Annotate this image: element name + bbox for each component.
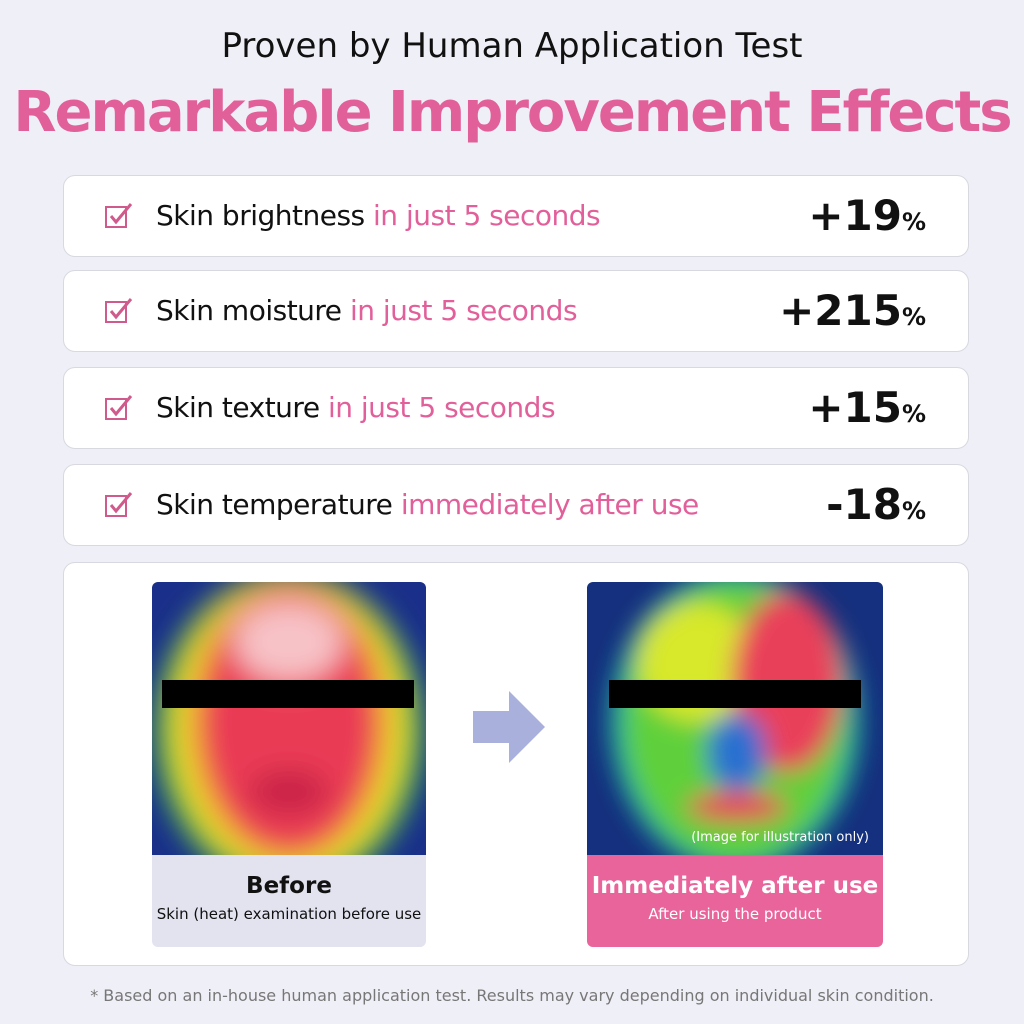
item-label: Skin texture: [156, 391, 320, 424]
item-detail: immediately after use: [400, 488, 699, 521]
after-card: (Image for illustration only) Immediatel…: [587, 582, 883, 947]
item-value: +15%: [808, 368, 926, 454]
item-text: Skin texture in just 5 seconds: [156, 368, 556, 448]
before-title: Before: [246, 873, 332, 899]
item-detail: in just 5 seconds: [349, 294, 578, 327]
value-number: -18: [826, 480, 902, 529]
footnote: * Based on an in-house human application…: [90, 986, 934, 1005]
item-row: Skin brightness in just 5 seconds +19%: [63, 175, 969, 257]
value-unit: %: [901, 400, 926, 428]
value-unit: %: [901, 497, 926, 525]
comparison-panel: Before Skin (heat) examination before us…: [63, 562, 969, 966]
value-number: +15: [808, 383, 902, 432]
item-value: +19%: [808, 176, 926, 262]
thermal-image: [152, 582, 426, 892]
after-caption: After using the product: [648, 905, 822, 923]
item-text: Skin brightness in just 5 seconds: [156, 176, 601, 256]
check-icon: [105, 492, 133, 517]
value-unit: %: [901, 303, 926, 331]
item-detail: in just 5 seconds: [373, 199, 601, 232]
item-row: Skin temperature immediately after use -1…: [63, 464, 969, 546]
check-icon: [105, 203, 133, 228]
before-label: Before Skin (heat) examination before us…: [152, 855, 426, 947]
value-unit: %: [901, 208, 926, 236]
value-number: +215: [779, 286, 902, 335]
value-number: +19: [808, 191, 902, 240]
item-text: Skin temperature immediately after use: [156, 465, 699, 545]
subtitle: Proven by Human Application Test: [221, 26, 803, 66]
item-label: Skin moisture: [156, 294, 342, 327]
after-label: Immediately after use After using the pr…: [587, 855, 883, 947]
item-value: -18%: [826, 465, 926, 551]
after-title: Immediately after use: [591, 873, 879, 899]
arrow: [473, 691, 545, 763]
title: Remarkable Improvement Effects: [13, 80, 1012, 145]
before-card: Before Skin (heat) examination before us…: [152, 582, 426, 947]
item-detail: in just 5 seconds: [327, 391, 556, 424]
before-caption: Skin (heat) examination before use: [156, 905, 422, 923]
image-note: (Image for illustration only): [691, 830, 869, 845]
thermal-image: [587, 582, 883, 872]
item-text: Skin moisture in just 5 seconds: [156, 271, 578, 351]
check-icon: [105, 298, 133, 323]
item-row: Skin texture in just 5 seconds +15%: [63, 367, 969, 449]
item-label: Skin temperature: [156, 488, 393, 521]
item-value: +215%: [779, 271, 926, 357]
check-icon: [105, 395, 133, 420]
item-label: Skin brightness: [156, 199, 365, 232]
item-row: Skin moisture in just 5 seconds +215%: [63, 270, 969, 352]
